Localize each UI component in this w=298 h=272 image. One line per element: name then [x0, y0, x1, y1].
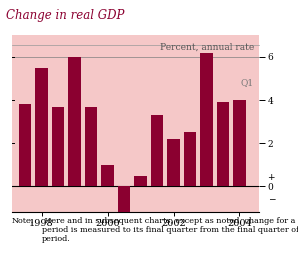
Bar [184, 132, 196, 186]
Bar [35, 68, 48, 186]
Bar [52, 107, 64, 186]
Text: Percent, annual rate: Percent, annual rate [160, 42, 254, 51]
Text: Note.: Note. [12, 217, 34, 225]
Bar [200, 52, 212, 186]
Bar [217, 102, 229, 186]
Bar [134, 175, 147, 186]
Text: Q1: Q1 [240, 78, 254, 87]
Bar [19, 104, 31, 186]
Bar [233, 100, 246, 186]
Bar [85, 107, 97, 186]
Bar [167, 139, 180, 186]
Bar [118, 186, 130, 251]
Bar [69, 57, 81, 186]
Text: Here and in subsequent charts, except as noted, change for a given
period is mea: Here and in subsequent charts, except as… [42, 217, 298, 243]
Bar [151, 115, 163, 186]
Text: Change in real GDP: Change in real GDP [6, 9, 124, 22]
Bar [101, 165, 114, 186]
